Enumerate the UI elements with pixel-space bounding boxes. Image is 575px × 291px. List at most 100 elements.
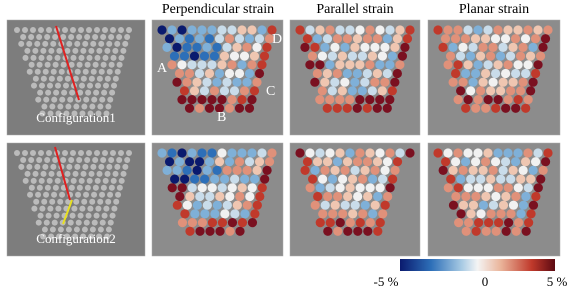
strain-dot — [310, 200, 320, 210]
strain-dot — [26, 68, 33, 75]
strain-dot — [385, 148, 395, 158]
strain-dot — [363, 191, 373, 202]
strain-dot — [75, 219, 82, 226]
strain-dot — [102, 177, 109, 184]
strain-dot — [71, 205, 78, 212]
strain-dot — [52, 61, 59, 68]
strain-dot — [392, 68, 402, 79]
strain-dot — [511, 191, 521, 202]
strain-dot — [227, 95, 237, 105]
strain-dot — [473, 25, 483, 35]
strain-dot — [51, 191, 58, 198]
strain-dot — [506, 209, 516, 219]
strain-dot — [320, 42, 330, 53]
strain-dot — [80, 47, 87, 54]
strain-dot — [307, 174, 318, 184]
strain-dot — [480, 157, 491, 167]
strain-dot — [446, 174, 456, 184]
strain-dot — [463, 25, 473, 35]
strain-dot — [372, 34, 383, 44]
strain-dot — [174, 157, 185, 167]
strain-dot — [174, 34, 185, 44]
strain-dot — [103, 110, 110, 117]
strain-dot — [322, 34, 333, 44]
strain-dot — [65, 226, 72, 233]
strain-dot — [242, 77, 252, 87]
strain-dot — [215, 191, 225, 202]
strain-dot — [473, 148, 483, 158]
strain-dot — [115, 191, 122, 198]
column-header: Parallel strain — [316, 2, 393, 17]
strain-dot — [225, 191, 235, 202]
strain-dot — [63, 110, 70, 117]
strain-dot — [212, 77, 222, 87]
strain-dot — [345, 25, 355, 35]
strain-dot — [102, 150, 108, 156]
column-header: Perpendicular strain — [162, 2, 274, 17]
strain-dot — [109, 89, 116, 96]
strain-dot — [453, 183, 463, 193]
strain-dot — [390, 77, 400, 87]
strain-dot — [493, 60, 503, 70]
strain-dot — [315, 25, 325, 35]
strain-dot — [363, 226, 373, 236]
strain-dot — [57, 103, 64, 110]
strain-dot — [207, 148, 217, 158]
strain-dot — [385, 25, 395, 35]
strain-dot — [182, 165, 192, 175]
strain-dot — [179, 86, 190, 96]
strain-dot — [105, 103, 112, 110]
strain-dot — [42, 68, 49, 75]
strain-dot — [357, 174, 368, 184]
strain-dot — [317, 174, 328, 184]
strain-dot — [260, 174, 270, 184]
strain-dot — [74, 163, 81, 170]
strain-dot — [89, 226, 96, 233]
strain-dot — [220, 174, 230, 184]
strain-dot — [375, 148, 385, 158]
strain-dot — [468, 42, 478, 53]
strain-dot — [245, 191, 255, 202]
strain-dot — [108, 184, 115, 191]
strain-dot — [533, 183, 543, 193]
strain-dot — [440, 34, 451, 44]
strain-dot — [247, 218, 258, 228]
strain-dot — [73, 198, 80, 205]
strain-dot — [355, 148, 365, 158]
strain-dot — [538, 42, 548, 53]
strain-dot — [62, 150, 68, 156]
strain-dot — [219, 86, 230, 96]
strain-dot — [210, 174, 220, 184]
strain-dot — [501, 226, 511, 236]
strain-dot — [172, 165, 182, 175]
strain-dot — [43, 191, 50, 198]
strain-dot — [162, 165, 172, 175]
strain-dot — [456, 209, 466, 219]
strain-dot — [194, 157, 205, 167]
row-label: Configuration2 — [36, 231, 115, 246]
strain-dot — [224, 34, 235, 44]
colorbar-label: 5 % — [547, 274, 568, 289]
strain-dot — [40, 170, 47, 177]
strain-dot — [458, 165, 468, 175]
strain-dot — [82, 163, 89, 170]
strain-dot — [207, 95, 217, 105]
strain-dot — [83, 96, 90, 103]
strain-dot — [185, 191, 195, 202]
strain-dot — [235, 226, 245, 236]
strain-dot — [118, 150, 124, 156]
strain-dot — [86, 177, 93, 184]
strain-dot — [68, 33, 75, 40]
strain-dot — [365, 25, 375, 35]
marker-label: C — [266, 84, 275, 99]
strain-dot — [55, 205, 62, 212]
strain-dot — [46, 82, 53, 89]
strain-dot — [88, 47, 95, 54]
strain-dot — [395, 148, 405, 158]
strain-dot — [395, 60, 405, 70]
strain-dot — [40, 75, 47, 82]
strain-dot — [252, 42, 262, 53]
strain-dot — [513, 95, 523, 105]
strain-dot — [65, 198, 72, 205]
strain-dot — [528, 200, 539, 210]
